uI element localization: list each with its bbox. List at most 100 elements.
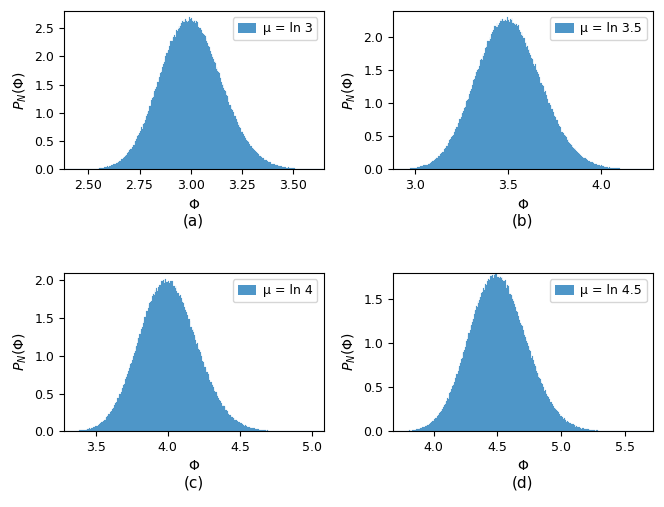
Bar (166, 282, 167, 431)
Bar (254, 428, 255, 431)
Bar (589, 429, 590, 431)
Bar (569, 142, 570, 169)
Bar (189, 319, 190, 431)
Bar (600, 430, 601, 431)
Bar (148, 308, 149, 431)
Bar (416, 429, 417, 431)
Bar (567, 421, 568, 431)
Bar (214, 391, 215, 431)
Bar (198, 27, 199, 169)
Bar (558, 124, 559, 169)
Bar (112, 165, 114, 169)
Bar (169, 47, 170, 169)
Bar (602, 166, 603, 169)
Bar (479, 64, 480, 169)
Bar (205, 35, 206, 169)
Bar (236, 420, 237, 431)
Bar (175, 37, 176, 169)
Bar (450, 138, 451, 169)
Bar (258, 429, 259, 431)
Bar (613, 168, 614, 169)
Bar (126, 155, 127, 169)
Bar (256, 152, 257, 169)
Bar (490, 275, 491, 431)
Bar (218, 398, 219, 431)
Bar (590, 162, 591, 169)
Bar (156, 87, 157, 169)
Bar (247, 140, 248, 169)
Bar (98, 168, 100, 169)
Bar (506, 288, 507, 431)
Bar (265, 160, 266, 169)
Bar (484, 53, 485, 169)
Bar (144, 317, 145, 431)
Bar (487, 42, 488, 169)
Bar (83, 430, 84, 431)
Bar (509, 22, 510, 169)
Bar (284, 167, 285, 169)
Bar (480, 297, 481, 431)
Bar (79, 430, 80, 431)
Bar (462, 358, 463, 431)
Bar (551, 110, 552, 169)
Bar (618, 168, 619, 169)
Bar (245, 425, 246, 431)
Bar (201, 356, 202, 431)
Bar (591, 162, 592, 169)
Bar (146, 116, 147, 169)
Bar (571, 145, 572, 169)
Bar (609, 167, 610, 169)
Bar (185, 19, 186, 169)
Bar (511, 18, 513, 169)
Bar (141, 329, 142, 431)
Bar (517, 26, 518, 169)
Bar (290, 168, 291, 169)
Bar (243, 134, 244, 169)
Bar (482, 293, 483, 431)
Bar (172, 41, 173, 169)
Bar (598, 165, 599, 169)
Bar (103, 421, 104, 431)
Bar (213, 59, 214, 169)
Bar (601, 165, 602, 169)
Bar (178, 293, 179, 431)
Bar (109, 166, 110, 169)
Bar (192, 330, 193, 431)
Bar (596, 430, 597, 431)
Bar (529, 53, 531, 169)
Bar (270, 162, 271, 169)
Bar (529, 350, 530, 431)
Bar (554, 408, 555, 431)
Bar (198, 347, 199, 431)
Bar (145, 317, 146, 431)
Bar (260, 430, 262, 431)
Bar (476, 306, 477, 431)
Bar (620, 168, 621, 169)
Bar (202, 361, 203, 431)
Bar (417, 429, 418, 431)
Bar (446, 147, 447, 169)
Bar (211, 54, 212, 169)
Bar (495, 274, 496, 431)
Bar (137, 339, 138, 431)
Bar (457, 371, 459, 431)
Bar (592, 430, 593, 431)
Bar (135, 141, 136, 169)
Bar (593, 163, 594, 169)
Bar (170, 281, 171, 431)
Bar (252, 428, 253, 431)
Bar (505, 280, 506, 431)
Bar (238, 423, 239, 431)
Bar (424, 165, 425, 169)
Bar (519, 320, 520, 431)
Bar (234, 116, 235, 169)
Bar (180, 26, 181, 169)
Bar (272, 164, 273, 169)
Bar (527, 46, 528, 169)
Bar (119, 396, 120, 431)
Bar (165, 56, 166, 169)
Bar (265, 430, 266, 431)
Bar (276, 165, 277, 169)
Bar (560, 416, 561, 431)
Bar (472, 322, 473, 431)
